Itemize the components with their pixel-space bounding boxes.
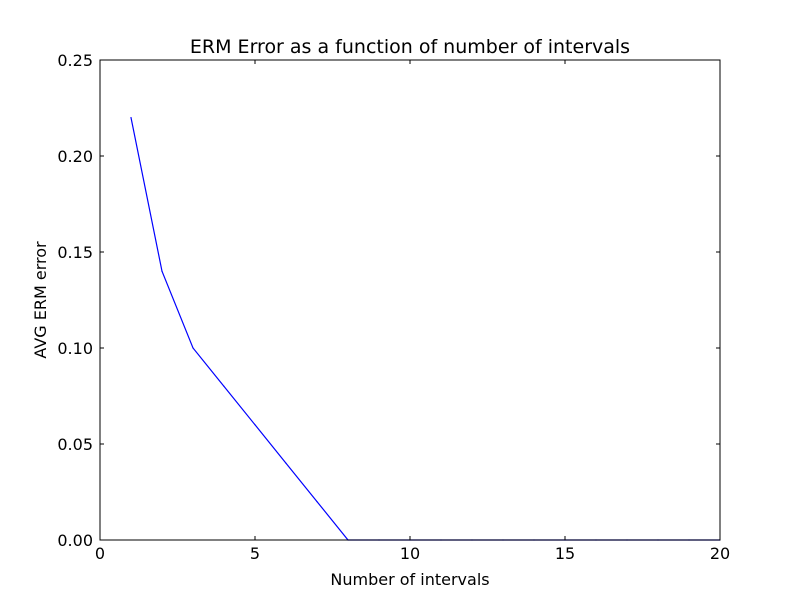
y-tick-label: 0.15 (57, 243, 93, 262)
x-tick-label: 20 (710, 544, 730, 563)
data-point (161, 270, 163, 272)
plot-frame (99, 59, 721, 541)
chart-title: ERM Error as a function of number of int… (190, 36, 630, 58)
x-axis-label: Number of intervals (330, 570, 489, 589)
y-tick-label: 0.10 (57, 339, 93, 358)
y-tick-label: 0.20 (57, 147, 93, 166)
x-tick-label: 5 (250, 544, 260, 563)
x-tick-label: 0 (95, 544, 105, 563)
data-point (316, 501, 318, 503)
y-tick-label: 0.05 (57, 435, 93, 454)
data-point (223, 385, 225, 387)
data-point (254, 424, 256, 426)
y-axis-label: AVG ERM error (31, 241, 50, 359)
ticks-layer: 0 5 10 15 20 0.00 0.05 0.10 0.15 0.20 0.25 (57, 51, 730, 563)
y-tick-label: 0.00 (57, 531, 93, 550)
data-point (130, 117, 132, 119)
data-point (285, 462, 287, 464)
data-point (192, 347, 194, 349)
x-tick-label: 10 (400, 544, 420, 563)
y-tick-label: 0.25 (57, 51, 93, 70)
x-tick-label: 15 (555, 544, 575, 563)
